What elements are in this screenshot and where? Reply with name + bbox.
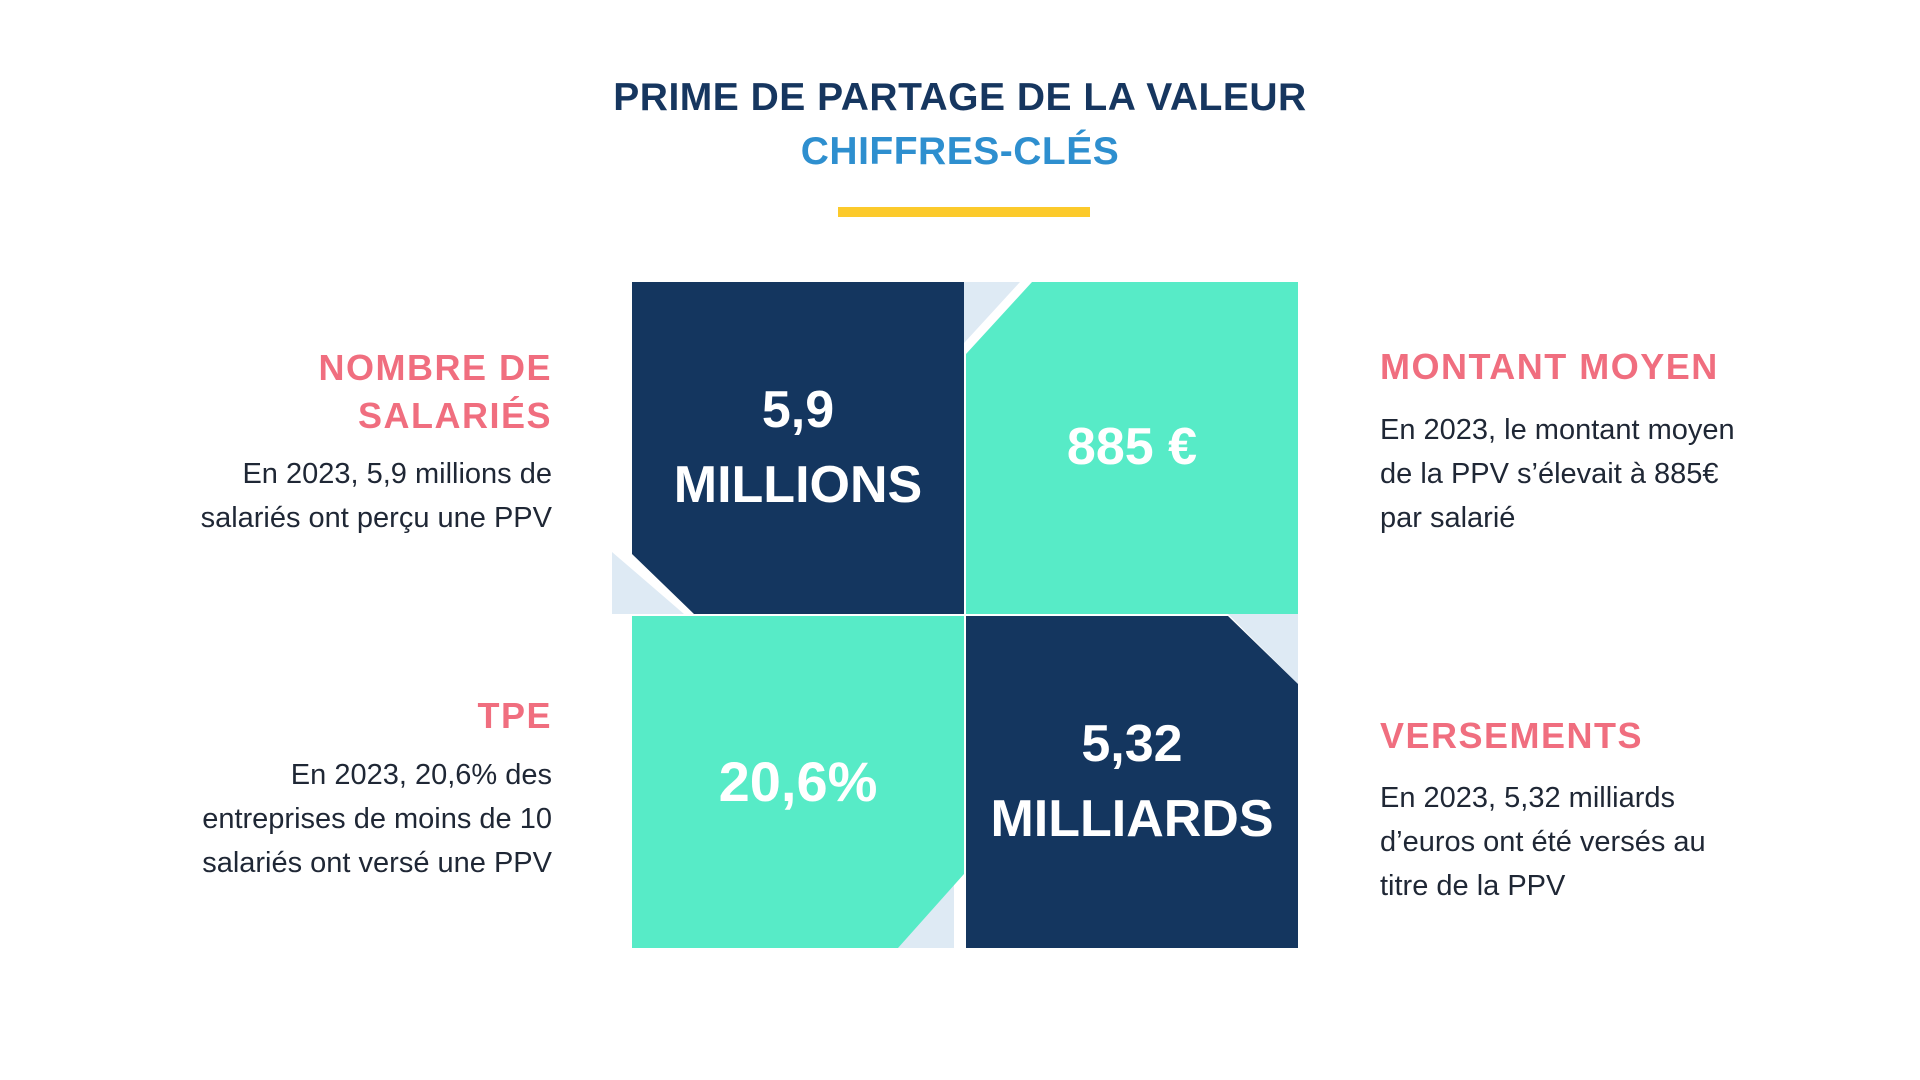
section-text-average-amount: En 2023, le montant moyen de la PPV s’él…: [1380, 414, 1735, 534]
page-title: PRIME DE PARTAGE DE LA VALEUR: [613, 76, 1307, 119]
section-title-payments: VERSEMENTS: [1380, 715, 1644, 756]
tile-employees-unit: MILLIONS: [673, 456, 923, 514]
tile-tpe-value: 20,6%: [718, 750, 878, 814]
section-title-average-amount: MONTANT MOYEN: [1380, 346, 1719, 387]
tile-average-amount: 885 €: [966, 282, 1298, 614]
tile-payments: 5,32 MILLIARDS: [966, 616, 1298, 948]
tile-payments-number: 5,32: [1081, 714, 1183, 773]
key-figures-grid: 5,9 MILLIONS 885 € 20,6% 5,32 MILLIARDS: [612, 282, 1298, 948]
page-subtitle: CHIFFRES-CLÉS: [800, 130, 1120, 173]
section-text-tpe: En 2023, 20,6% des entreprises de moins …: [202, 759, 552, 879]
section-title-tpe: TPE: [477, 695, 552, 736]
title-underline: [838, 207, 1090, 217]
tile-average-amount-value: 885 €: [1066, 418, 1198, 477]
section-title-employees: NOMBRE DE SALARIÉS: [318, 347, 552, 436]
tile-payments-unit: MILLIARDS: [990, 790, 1274, 848]
tile-tpe: 20,6%: [632, 616, 964, 948]
tile-employees-number: 5,9: [761, 380, 835, 439]
section-text-payments: En 2023, 5,32 milliards d’euros ont été …: [1380, 782, 1706, 902]
section-text-employees: En 2023, 5,9 millions de salariés ont pe…: [200, 458, 552, 534]
tile-employees: 5,9 MILLIONS: [632, 282, 964, 614]
